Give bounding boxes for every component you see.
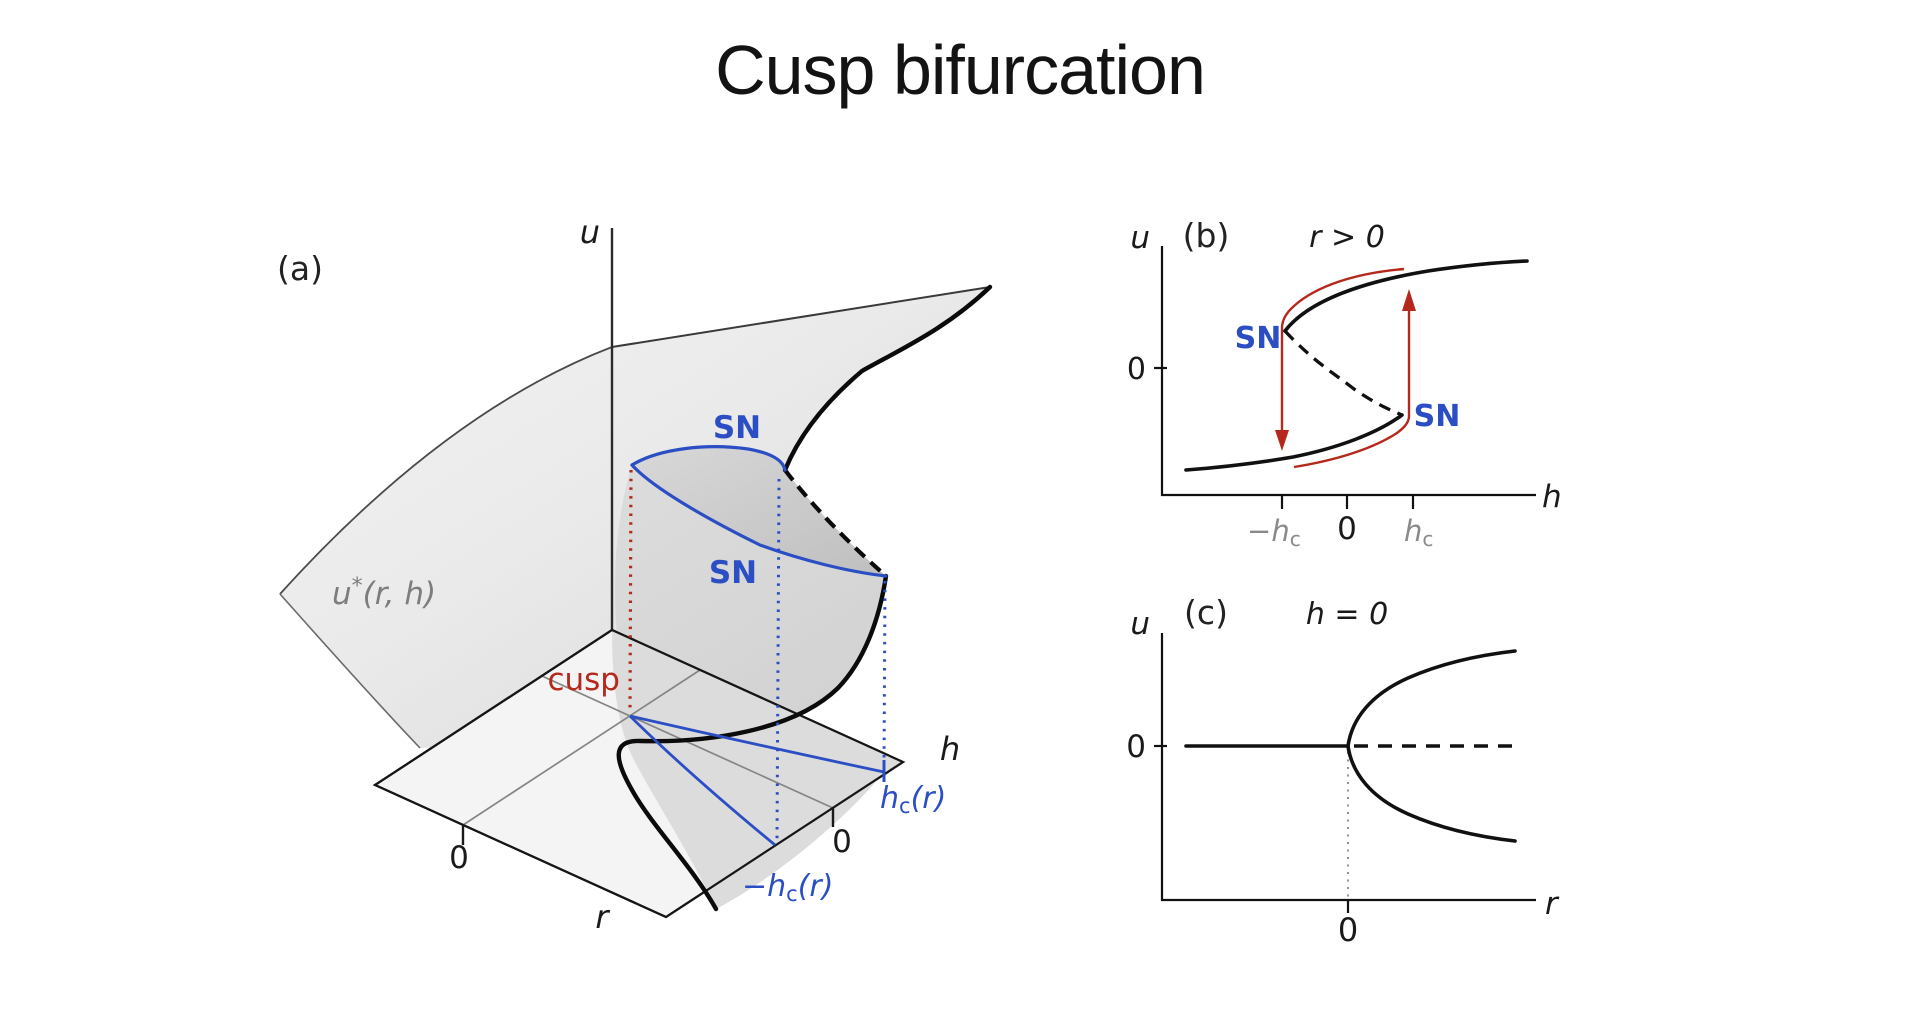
r-zero-label: 0 xyxy=(449,840,469,876)
panel-a: (a) u u*(r, h) SN SN cusp 0 0 r h hc(r) … xyxy=(277,213,993,936)
b-hysteresis-upper-red xyxy=(1280,267,1405,431)
b-sn-right-label: SN xyxy=(1414,399,1461,434)
c-axes xyxy=(1160,633,1536,902)
fold-face xyxy=(632,446,886,576)
panel-b-label: (b) xyxy=(1183,216,1230,255)
parameter-plane-outline xyxy=(372,628,906,919)
sheet-left-edge xyxy=(279,346,613,595)
minus-hc-curve-label: −hc(r) xyxy=(742,869,833,906)
b-axes xyxy=(1160,246,1536,497)
b-xtick-hc: hc xyxy=(1404,514,1433,551)
b-title: r > 0 xyxy=(1309,220,1385,255)
panel-b: (b) u r > 0 0 h SN SN −hc 0 hc xyxy=(1127,216,1562,551)
c-title: h = 0 xyxy=(1306,597,1388,632)
surface-function-label: u*(r, h) xyxy=(332,574,436,612)
b-xtick-zero: 0 xyxy=(1337,511,1357,547)
fold-edge-hidden-dashed xyxy=(783,468,888,578)
u-axis-label: u xyxy=(580,213,600,251)
panel-c: (c) u h = 0 0 0 r xyxy=(1126,593,1560,949)
surface-front-edge xyxy=(616,573,889,912)
cusp-projection-dotted xyxy=(628,469,633,713)
panel-a-label: (a) xyxy=(277,249,323,288)
h-zero-label: 0 xyxy=(832,824,852,860)
c-u-zero-label: 0 xyxy=(1126,729,1146,765)
sn-curve-upper xyxy=(630,445,787,472)
page-title: Cusp bifurcation xyxy=(715,31,1206,109)
r-axis-label: r xyxy=(595,898,610,936)
sheet-bottom-left-edge xyxy=(279,593,421,749)
c-lower-branch xyxy=(1346,744,1517,843)
cusp-label: cusp xyxy=(547,662,620,698)
surface-sheet xyxy=(280,287,990,748)
sn-lower-label: SN xyxy=(709,555,757,591)
plane-r-zero-line xyxy=(462,669,701,826)
hc-projection-dotted xyxy=(882,580,887,769)
b-arrow-down xyxy=(1275,430,1289,451)
cusp-wedge-region xyxy=(612,630,903,909)
b-arrow-up xyxy=(1402,289,1416,311)
b-upper-stable-branch xyxy=(1283,259,1529,333)
c-x-zero-label: 0 xyxy=(1338,911,1358,949)
b-u-zero-label: 0 xyxy=(1127,352,1146,387)
hc-curve-label: hc(r) xyxy=(880,781,946,818)
sn-upper-label: SN xyxy=(713,410,761,446)
b-hysteresis-lower-red xyxy=(1293,309,1411,469)
sn-curve-lower xyxy=(630,463,888,578)
b-lower-stable-branch xyxy=(1184,413,1404,472)
c-ylabel: u xyxy=(1130,606,1150,642)
b-xlabel: h xyxy=(1542,479,1562,515)
b-sn-left-label: SN xyxy=(1235,321,1282,356)
hc-curve-minus xyxy=(629,715,776,847)
c-xlabel: r xyxy=(1545,886,1560,922)
fold-edge-upper xyxy=(782,284,993,473)
c-upper-branch xyxy=(1346,649,1517,748)
sheet-top-edge xyxy=(611,286,991,348)
b-ylabel: u xyxy=(1130,220,1150,256)
hc-curve-plus xyxy=(629,714,885,774)
panel-c-label: (c) xyxy=(1184,593,1228,632)
b-xtick-minus-hc: −hc xyxy=(1247,514,1301,551)
h-axis-label: h xyxy=(940,730,960,768)
b-unstable-branch-dashed xyxy=(1283,329,1403,417)
